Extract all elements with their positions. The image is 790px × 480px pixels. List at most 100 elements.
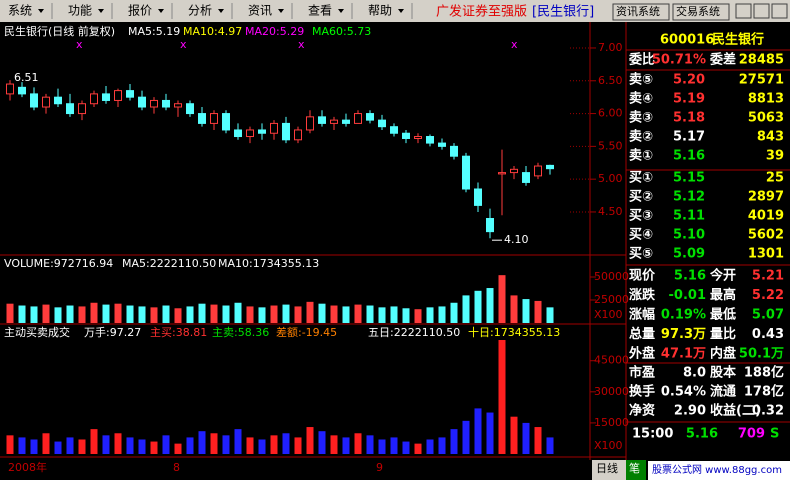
volume-bar <box>222 435 230 454</box>
menu-item[interactable]: 查看 <box>308 4 332 18</box>
stock-tag: [民生银行] <box>532 5 594 20</box>
svg-text:x: x <box>76 38 83 51</box>
button-frame <box>672 3 730 21</box>
volume-bar <box>186 306 194 323</box>
toolbar-button[interactable]: 资讯系统 <box>616 5 660 18</box>
quote-text: 5.12 <box>673 190 705 205</box>
candle-body <box>30 93 38 108</box>
menu-item[interactable]: 帮助 <box>368 4 392 18</box>
quote-text: 5.15 <box>673 171 705 186</box>
candle-body <box>90 93 98 105</box>
candle-body <box>402 132 410 139</box>
quote-text: 5.11 <box>673 209 705 224</box>
quote-text: 5063 <box>748 111 784 126</box>
volume-bar <box>534 427 542 454</box>
ma-label: MA10:4.97 <box>183 25 242 38</box>
candle-body <box>102 93 110 101</box>
quote-text: 股本 <box>710 365 736 381</box>
volume-bar <box>450 302 458 323</box>
candle-body <box>18 86 26 95</box>
quote-text: 5.07 <box>752 308 784 323</box>
date-axis <box>0 460 626 480</box>
candle-body <box>114 90 122 101</box>
window-control[interactable] <box>753 3 770 19</box>
volume-bar <box>438 437 446 454</box>
volume-bar <box>6 303 14 323</box>
y-tick-label: 7.00 <box>598 41 623 54</box>
volume-bar <box>378 307 386 323</box>
quote-text: 5.22 <box>752 288 784 303</box>
menu-item[interactable]: 系统 <box>8 4 32 18</box>
quote-text: 5.19 <box>673 92 705 107</box>
date-label: 2008年 <box>8 460 47 474</box>
candle-body <box>330 119 338 124</box>
quote-text: 843 <box>757 130 784 145</box>
volume-bar <box>438 306 446 323</box>
volume-bar <box>18 437 26 454</box>
toolbar-button[interactable]: 交易系统 <box>676 4 720 18</box>
period-tab[interactable]: 日线 <box>596 461 618 475</box>
candle-body <box>378 119 386 128</box>
candle-body <box>42 96 50 108</box>
volume-bar <box>474 290 482 323</box>
volume-bar <box>462 420 470 454</box>
volume-bar <box>66 437 74 454</box>
volume-bar <box>282 304 290 323</box>
quote-text: 28485 <box>739 53 784 68</box>
volume-bar <box>126 437 134 454</box>
quote-text: 现价 <box>629 269 656 284</box>
volume-bar <box>522 299 530 323</box>
quote-text: 收益(二) <box>710 403 761 419</box>
candle-body <box>126 90 134 98</box>
y-tick-label: 5.00 <box>598 172 623 185</box>
candle-body <box>54 96 62 105</box>
y-tick-label: 25000 <box>594 293 629 306</box>
volume-bar <box>234 302 242 323</box>
menu-arrow <box>158 9 164 13</box>
app-title: 广发证券至强版 <box>436 4 527 20</box>
quote-text: 涨跌 <box>628 287 656 303</box>
volume-bar <box>498 340 506 454</box>
y-tick-label: 50000 <box>594 270 629 283</box>
volume-bar <box>498 275 506 323</box>
volume-bar <box>402 441 410 454</box>
menu-item[interactable]: 功能 <box>68 4 92 18</box>
volume-bar <box>462 295 470 323</box>
quote-text: 5.16 <box>686 427 718 442</box>
window-control[interactable] <box>735 3 752 19</box>
candle-body <box>498 172 506 175</box>
volume-bar <box>402 308 410 323</box>
volume-bar <box>426 439 434 454</box>
volume-bar <box>150 441 158 454</box>
quote-text: 卖④ <box>629 91 653 107</box>
quote-text: 民生银行 <box>712 32 764 48</box>
volume-bar <box>378 439 386 454</box>
candle-body <box>138 96 146 108</box>
quote-text: 2897 <box>748 190 784 205</box>
menu-item[interactable]: 资讯 <box>248 4 272 18</box>
unit-label: X100 <box>594 439 623 452</box>
volume-bar <box>354 304 362 323</box>
volume-bar <box>42 304 50 323</box>
candle-body <box>342 119 350 124</box>
candle-body <box>306 116 314 131</box>
volume-bar <box>510 295 518 323</box>
volume-bar <box>174 443 182 454</box>
unit-label: X100 <box>594 308 623 321</box>
volume-bar <box>474 408 482 454</box>
menu-item[interactable]: 分析 <box>188 4 212 18</box>
pen-tab[interactable]: 笔 <box>629 461 640 475</box>
candle-body <box>174 103 182 108</box>
volume-bar <box>114 433 122 454</box>
window-control[interactable] <box>771 3 788 19</box>
volume-label: MA5:2222110.50 <box>122 257 216 270</box>
candle-body <box>522 172 530 183</box>
quote-text: 买④ <box>629 228 653 243</box>
menu-item[interactable]: 报价 <box>128 3 152 18</box>
quote-text: 50.71% <box>652 53 706 68</box>
volume-bar <box>102 435 110 454</box>
quote-text: 外盘 <box>628 346 655 362</box>
candle-body <box>78 103 86 115</box>
volume-bar <box>318 303 326 323</box>
